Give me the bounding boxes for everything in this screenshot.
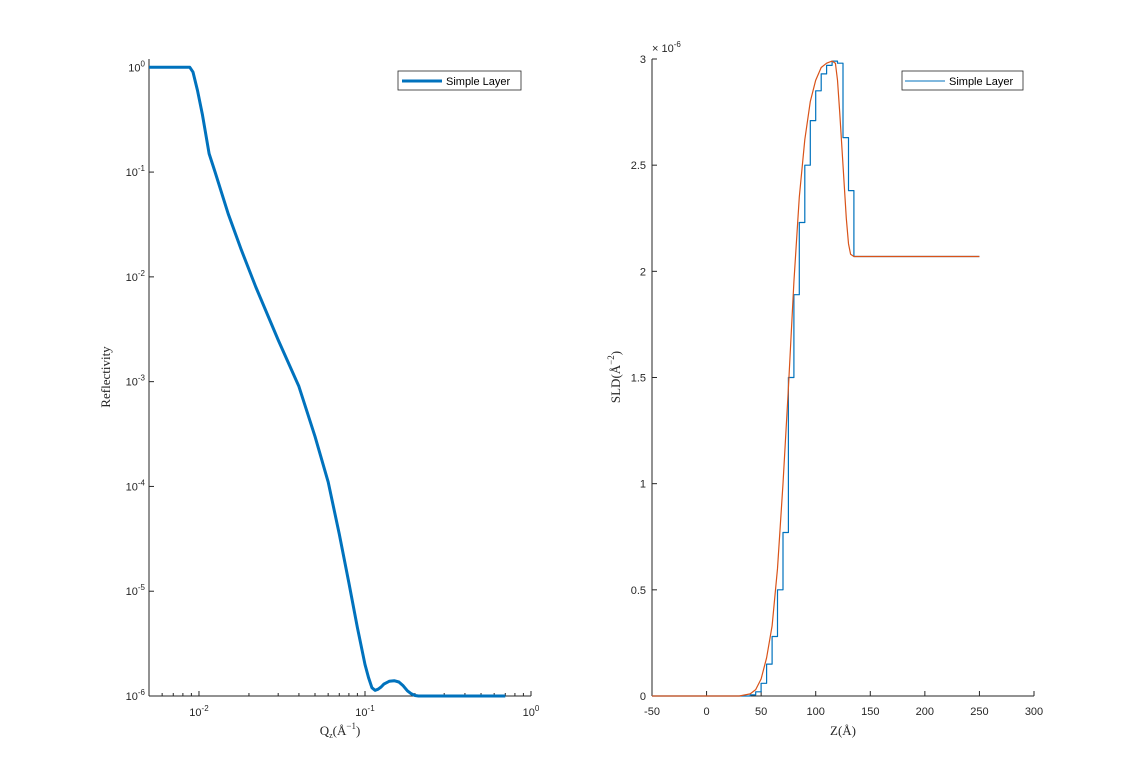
reflectivity-y-tick-label: 100 (128, 59, 145, 74)
sld-smooth-series-line (652, 60, 980, 697)
sld-chart: -50 0 50 100 150 200 250 300 0 0.5 1 1.5 2 2.5 3 × 10-… (606, 40, 1043, 738)
sld-y-tick-label: 3 (640, 54, 646, 66)
sld-y-tick-label: 2.5 (631, 160, 646, 172)
sld-x-tick-label: 150 (861, 706, 879, 718)
sld-y-tick-label: 1 (640, 479, 646, 491)
reflectivity-y-tick-label: 10-5 (126, 583, 146, 598)
reflectivity-y-tick-label: 10-1 (126, 164, 146, 179)
sld-y-tick-label: 1.5 (631, 373, 646, 385)
sld-y-multiplier: × 10-6 (652, 40, 681, 55)
legend-left-label: Simple Layer (446, 76, 511, 88)
sld-x-label: Z(Å) (830, 723, 856, 738)
sld-x-tick-label: 50 (755, 706, 767, 718)
reflectivity-x-tick-label: 10-1 (355, 704, 375, 719)
sld-x-tick-label: 0 (704, 706, 710, 718)
sld-x-tick-label: 200 (916, 706, 934, 718)
sld-x-tick-label: 250 (970, 706, 988, 718)
sld-y-tick-label: 0.5 (631, 585, 646, 597)
sld-y-tick-label: 0 (640, 691, 646, 703)
legend-left: Simple Layer (397, 70, 522, 91)
reflectivity-x-tick-label: 100 (523, 704, 540, 719)
sld-x-tick-label: 100 (807, 706, 825, 718)
sld-x-tick-label: 300 (1025, 706, 1043, 718)
sld-y-tick-label: 2 (640, 266, 646, 278)
sld-y-label: SLD(Å−2) (606, 351, 623, 403)
reflectivity-x-tick-label: 10-2 (189, 704, 209, 719)
legend-left-box (397, 70, 522, 91)
reflectivity-y-tick-label: 10-3 (126, 374, 146, 389)
sld-step-series-line (652, 60, 980, 697)
reflectivity-y-label: Reflectivity (98, 346, 113, 408)
reflectivity-y-tick-label: 10-4 (126, 478, 146, 493)
sld-x-tick-label: -50 (644, 706, 660, 718)
reflectivity-chart: 10-2 10-1 100 10-6 10-5 10-4 10-3 10-2 10-1 100 Q… (98, 59, 540, 740)
reflectivity-x-label: Qz(Å−1) (320, 721, 361, 740)
legend-right-label: Simple Layer (949, 76, 1014, 88)
reflectivity-y-tick-label: 10-2 (126, 269, 146, 284)
reflectivity-y-tick-label: 10-6 (126, 688, 146, 703)
reflectivity-series-line (149, 65, 506, 698)
legend-right-box (901, 70, 1024, 91)
legend-right: Simple Layer (901, 70, 1024, 91)
